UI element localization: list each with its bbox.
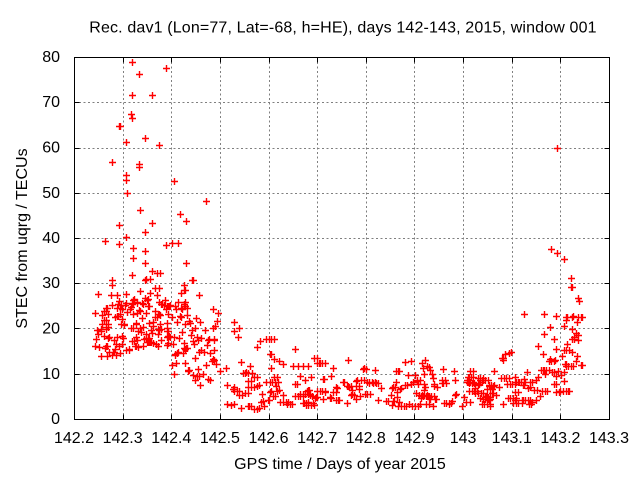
svg-text:30: 30 [42,275,60,292]
svg-text:142.5: 142.5 [200,430,240,447]
svg-text:143: 143 [450,430,477,447]
svg-text:0: 0 [51,411,60,428]
svg-text:142.6: 142.6 [248,430,288,447]
svg-text:60: 60 [42,140,60,157]
svg-text:142.4: 142.4 [151,430,191,447]
svg-text:142.3: 142.3 [103,430,143,447]
svg-text:142.7: 142.7 [297,430,337,447]
svg-text:40: 40 [42,230,60,247]
svg-text:142.9: 142.9 [394,430,434,447]
svg-text:142.8: 142.8 [346,430,386,447]
svg-text:50: 50 [42,185,60,202]
svg-text:STEC from uqrg / TECUs: STEC from uqrg / TECUs [14,148,31,328]
svg-text:70: 70 [42,94,60,111]
svg-text:80: 80 [42,49,60,66]
svg-text:10: 10 [42,366,60,383]
svg-text:20: 20 [42,321,60,338]
svg-text:143.1: 143.1 [492,430,532,447]
svg-text:143.2: 143.2 [540,430,580,447]
svg-text:GPS time / Days of year 2015: GPS time / Days of year 2015 [234,456,446,473]
svg-text:143.3: 143.3 [589,430,629,447]
svg-text:Rec. dav1 (Lon=77, Lat=-68, h=: Rec. dav1 (Lon=77, Lat=-68, h=HE), days … [89,20,596,37]
svg-text:142.2: 142.2 [54,430,94,447]
